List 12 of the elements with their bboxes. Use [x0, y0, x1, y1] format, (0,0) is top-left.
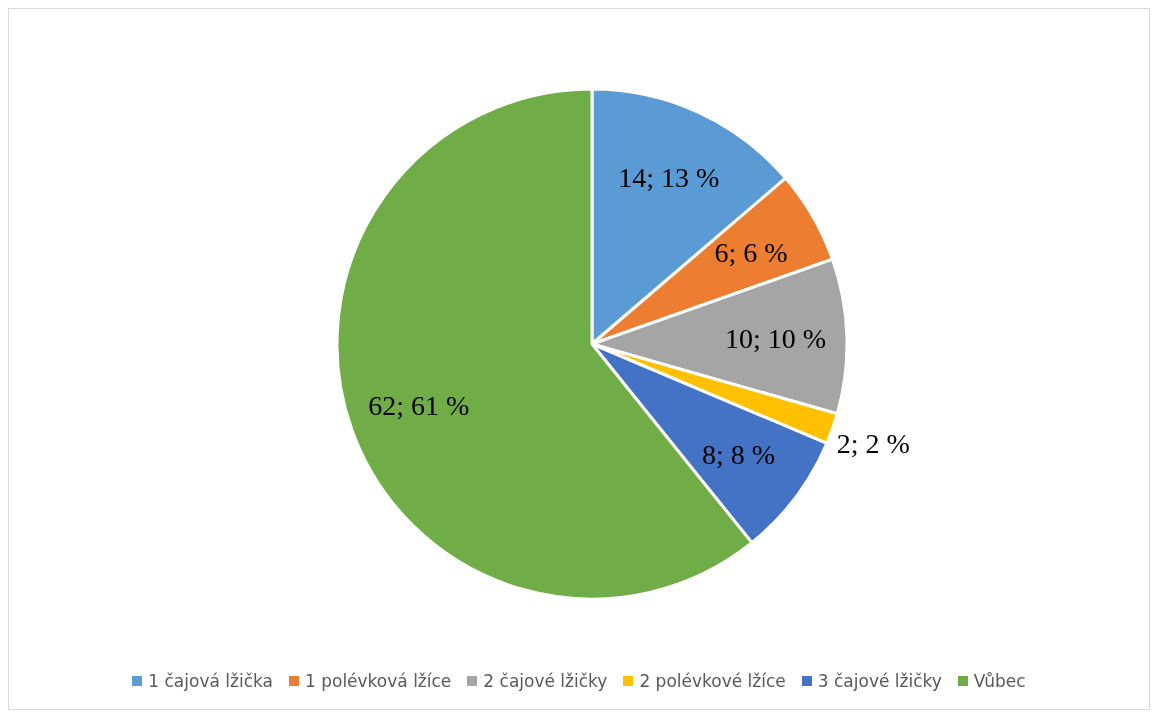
legend-label: 2 čajové lžičky	[483, 671, 608, 691]
legend-label: Vůbec	[973, 671, 1026, 691]
data-label: 6; 6 %	[714, 236, 788, 268]
data-label: 62; 61 %	[368, 389, 470, 421]
data-label: 10; 10 %	[724, 322, 827, 354]
legend-label: 1 čajová lžička	[148, 671, 273, 691]
data-label: 2; 2 %	[836, 427, 910, 459]
legend-label: 1 polévková lžíce	[304, 671, 452, 691]
legend-label: 2 polévkové lžíce	[639, 671, 786, 691]
data-label: 14; 13 %	[618, 161, 720, 193]
data-label: 8; 8 %	[701, 439, 776, 471]
legend-label: 3 čajové lžičky	[817, 671, 942, 691]
